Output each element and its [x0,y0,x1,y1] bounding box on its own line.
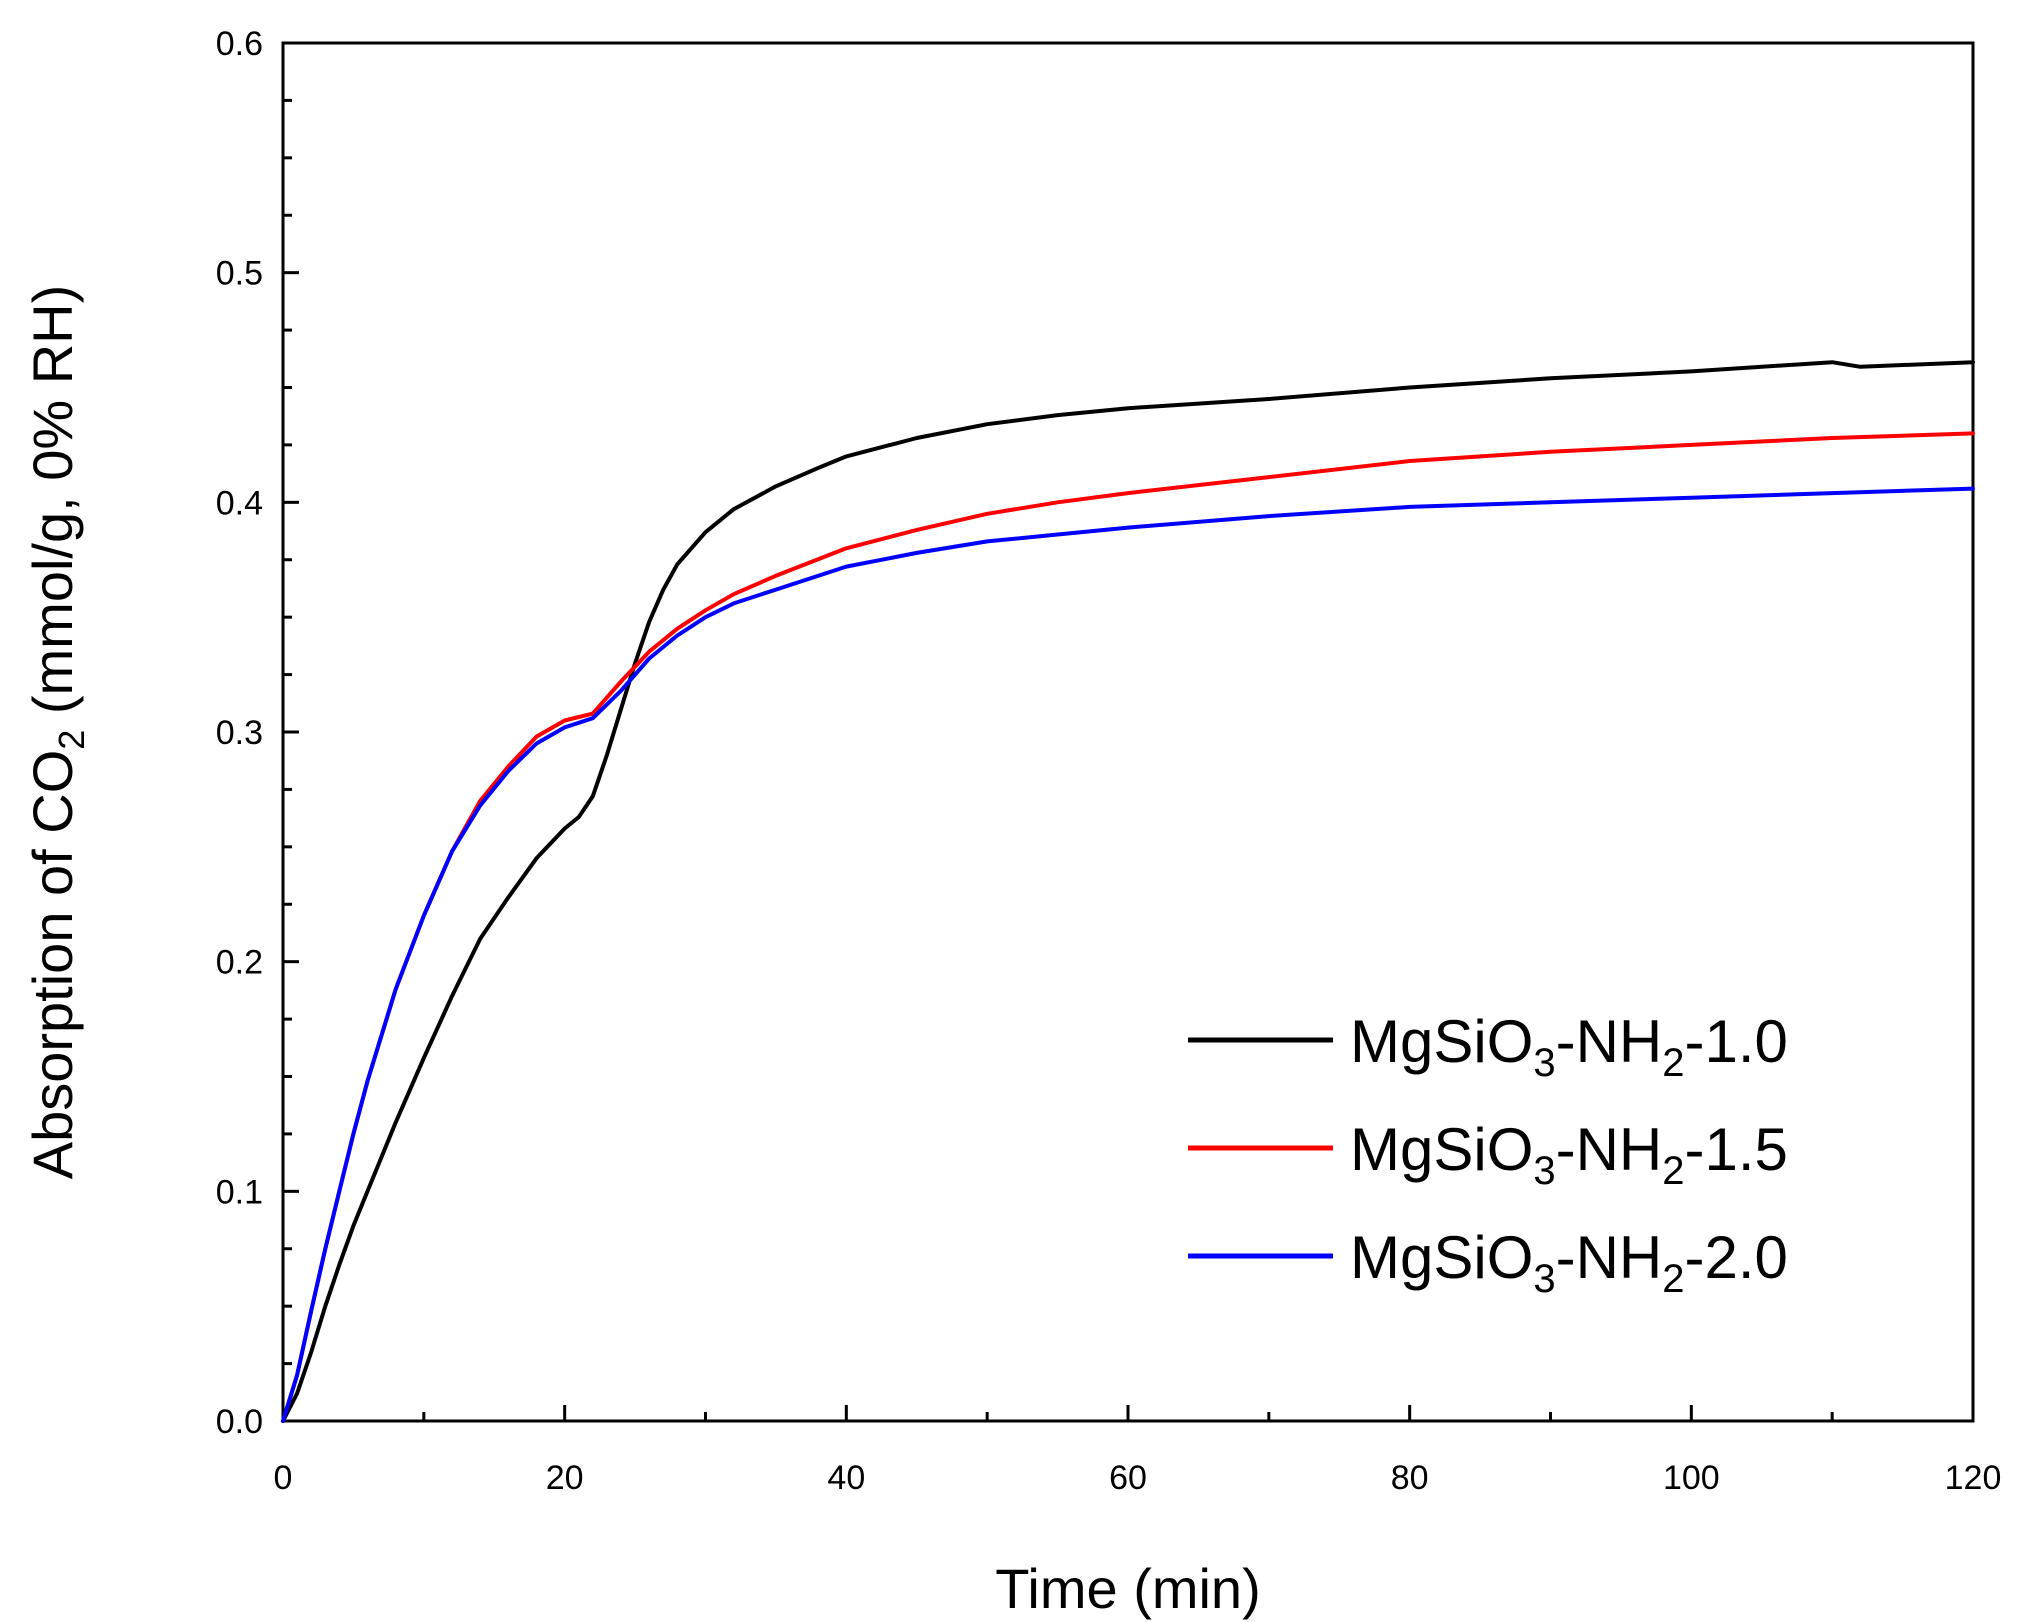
legend-label-part: MgSiO [1350,1008,1533,1075]
x-tick-label: 100 [1663,1459,1720,1497]
series-line-10 [281,360,1975,1423]
y-axis-title-units: (mmol/g, 0% RH) [21,285,84,730]
legend-label-part: -NH [1556,1116,1663,1183]
legend-label-part: -2.0 [1685,1224,1788,1291]
legend-label: MgSiO3-NH2-1.0 [1350,1008,1788,1085]
legend-label-part: 3 [1533,1149,1555,1193]
plot-frame [281,41,1975,1423]
y-axis-ticks: 0.0 0.1 0.2 0.3 0.4 0.5 0.6 [216,25,299,1441]
legend-label-part: 2 [1662,1149,1684,1193]
y-tick-label: 0.6 [216,25,263,63]
y-axis-title-main: Absorption of CO [21,750,84,1180]
y-tick-label: 0.2 [216,944,263,982]
y-tick-label: 0.1 [216,1173,263,1211]
x-axis-ticks: 0 20 40 60 80 100 120 [274,1405,2002,1497]
legend-label-part: 3 [1533,1041,1555,1085]
legend: MgSiO3-NH2-1.0MgSiO3-NH2-1.5MgSiO3-NH2-2… [1188,1008,1788,1301]
legend-label-part: MgSiO [1350,1116,1533,1183]
x-axis-title: Time (min) [995,1557,1260,1620]
y-tick-label: 0.3 [216,714,263,752]
y-axis-title: Absorption of CO2 (mmol/g, 0% RH) [21,285,92,1180]
legend-label-part: -NH [1556,1008,1663,1075]
legend-label-part: 3 [1533,1257,1555,1301]
legend-label-part: 2 [1662,1041,1684,1085]
series-line-20 [281,486,1975,1423]
y-tick-label: 0.4 [216,484,263,522]
legend-label: MgSiO3-NH2-2.0 [1350,1224,1788,1301]
y-tick-label: 0.0 [216,1403,263,1441]
x-tick-label: 40 [827,1459,865,1497]
x-tick-label: 0 [274,1459,293,1497]
legend-label-part: -NH [1556,1224,1663,1291]
x-tick-label: 80 [1391,1459,1429,1497]
y-tick-label: 0.5 [216,255,263,293]
legend-label-part: -1.0 [1685,1008,1788,1075]
x-tick-label: 60 [1109,1459,1147,1497]
x-tick-label: 120 [1945,1459,2002,1497]
y-axis-title-subscript: 2 [51,730,92,750]
legend-label-part: 2 [1662,1257,1684,1301]
series-lines [281,360,1975,1423]
x-tick-label: 20 [546,1459,584,1497]
legend-label-part: -1.5 [1685,1116,1788,1183]
legend-label-part: MgSiO [1350,1224,1533,1291]
legend-label: MgSiO3-NH2-1.5 [1350,1116,1788,1193]
